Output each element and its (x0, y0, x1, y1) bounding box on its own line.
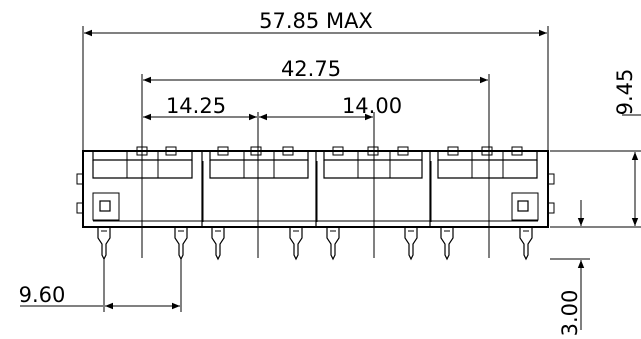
connector-body (76, 150, 555, 228)
dim-pin-length: 3.00 (558, 290, 582, 337)
pins (97, 227, 533, 261)
port-4 (437, 146, 538, 179)
dim-port-width: 14.25 (166, 94, 226, 118)
dim-height: 9.45 (613, 69, 637, 116)
dimension-lines (20, 29, 641, 330)
dim-pin-pitch: 9.60 (19, 283, 66, 307)
dim-port-span: 42.75 (281, 57, 341, 81)
dim-overall-width: 57.85 MAX (259, 9, 373, 33)
extension-lines (82, 26, 641, 312)
port-3 (323, 146, 423, 179)
port-2 (209, 146, 309, 179)
dim-port-pitch: 14.00 (342, 94, 402, 118)
